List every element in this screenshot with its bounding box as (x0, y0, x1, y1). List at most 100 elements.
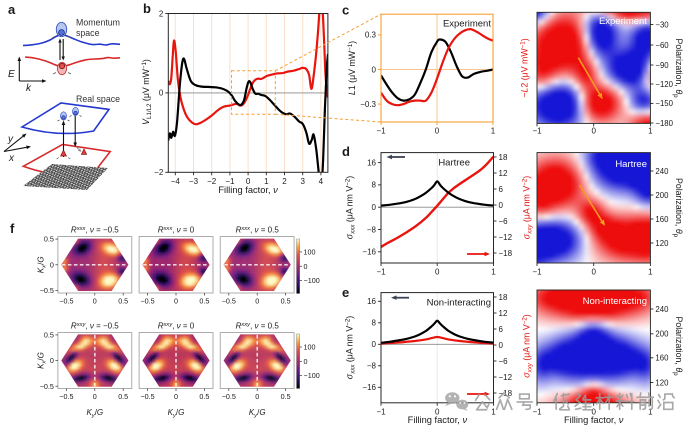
svg-text:−1: −1 (225, 177, 235, 186)
svg-text:0: 0 (93, 297, 97, 306)
svg-text:0.5: 0.5 (199, 297, 209, 306)
svg-text:−0.5: −0.5 (40, 382, 54, 391)
svg-text:100: 100 (304, 248, 316, 257)
svg-text:−100: −100 (304, 371, 320, 380)
svg-text:−16: −16 (362, 248, 376, 257)
svg-text:E: E (8, 69, 15, 80)
svg-text:L1 (μV mW−1): L1 (μV mW−1) (347, 41, 357, 95)
svg-text:Rxxx, ν = 0: Rxxx, ν = 0 (158, 226, 195, 235)
svg-text:0: 0 (50, 356, 54, 365)
svg-text:Rxxy, ν = 0: Rxxy, ν = 0 (158, 322, 195, 331)
svg-text:b: b (143, 1, 151, 16)
svg-text:Ky/G: Ky/G (86, 408, 103, 419)
svg-text:100: 100 (304, 343, 316, 352)
svg-text:0.5: 0.5 (281, 297, 291, 306)
svg-text:−150: −150 (655, 99, 673, 108)
svg-text:0: 0 (372, 65, 377, 74)
svg-text:−0.5: −0.5 (40, 286, 54, 295)
svg-text:σxxx (μA nm V−2): σxxx (μA nm V−2) (345, 176, 357, 239)
svg-text:f: f (10, 221, 15, 236)
svg-text:−18: −18 (499, 389, 513, 398)
svg-text:Hartree: Hartree (615, 159, 647, 170)
svg-text:−120: −120 (655, 80, 673, 89)
svg-text:Experiment: Experiment (443, 19, 491, 30)
svg-text:0.3: 0.3 (365, 31, 377, 40)
svg-text:σxxy (μA nm V−2): σxxy (μA nm V−2) (522, 176, 534, 239)
svg-text:−100: −100 (304, 276, 320, 285)
svg-text:Filling factor, ν: Filling factor, ν (408, 415, 468, 425)
svg-text:12: 12 (499, 169, 508, 178)
svg-text:e: e (342, 285, 349, 300)
svg-text:a: a (8, 2, 16, 17)
svg-text:0: 0 (435, 127, 440, 136)
svg-text:Momentum: Momentum (76, 18, 120, 28)
svg-text:σxxy (μA nm V−2): σxxy (μA nm V−2) (522, 314, 534, 377)
svg-text:−0.5: −0.5 (222, 297, 236, 306)
svg-text:18: 18 (499, 153, 508, 162)
svg-text:0: 0 (159, 89, 164, 98)
svg-text:−180: −180 (655, 119, 673, 128)
svg-text:Polarization, θp: Polarization, θp (672, 316, 684, 376)
svg-text:−8: −8 (367, 225, 377, 234)
svg-text:−0.5: −0.5 (140, 297, 154, 306)
svg-text:−1: −1 (532, 126, 542, 135)
svg-text:0: 0 (174, 392, 178, 401)
svg-text:Experiment: Experiment (599, 16, 647, 27)
svg-text:0: 0 (50, 260, 54, 269)
svg-text:0: 0 (255, 392, 259, 401)
svg-text:−1: −1 (532, 268, 542, 277)
svg-text:Polarization, θp: Polarization, θp (672, 178, 684, 238)
svg-text:0: 0 (591, 407, 596, 416)
svg-text:−6: −6 (499, 357, 509, 366)
svg-text:−12: −12 (499, 233, 513, 242)
svg-text:0: 0 (372, 340, 377, 349)
svg-text:−L2 (μV mW−1): −L2 (μV mW−1) (520, 38, 530, 97)
svg-text:−8: −8 (367, 362, 377, 371)
svg-text:−0.3: −0.3 (360, 100, 376, 109)
svg-text:Polarization, θp: Polarization, θp (672, 38, 684, 98)
svg-text:−1: −1 (532, 407, 542, 416)
svg-text:Real space: Real space (76, 94, 120, 104)
svg-text:Non-interacting: Non-interacting (427, 298, 491, 309)
svg-text:−6: −6 (499, 217, 509, 226)
svg-text:Rxxy, ν = −0.5: Rxxy, ν = −0.5 (71, 322, 119, 331)
svg-text:y: y (7, 134, 14, 145)
svg-text:240: 240 (655, 167, 669, 176)
svg-text:0.5: 0.5 (118, 297, 128, 306)
svg-text:−12: −12 (499, 373, 513, 382)
svg-text:16: 16 (367, 297, 376, 306)
svg-text:0: 0 (174, 297, 178, 306)
svg-text:d: d (342, 144, 350, 159)
svg-text:0: 0 (304, 262, 308, 271)
svg-text:200: 200 (655, 191, 669, 200)
svg-text:0: 0 (93, 392, 97, 401)
svg-text:−1: −1 (376, 127, 386, 136)
svg-text:12: 12 (499, 309, 508, 318)
svg-text:16: 16 (367, 158, 376, 167)
svg-text:0: 0 (435, 407, 440, 416)
svg-text:Ky/G: Ky/G (168, 408, 185, 419)
svg-text:0: 0 (304, 357, 308, 366)
svg-text:−0.5: −0.5 (59, 297, 73, 306)
svg-text:Filling factor, ν: Filling factor, ν (218, 185, 278, 195)
svg-text:0: 0 (591, 126, 596, 135)
svg-text:Filling factor, ν: Filling factor, ν (564, 415, 624, 425)
svg-text:Rxxx, ν = −0.5: Rxxx, ν = −0.5 (71, 226, 119, 235)
svg-text:1: 1 (648, 407, 653, 416)
svg-text:0: 0 (372, 203, 377, 212)
svg-text:−0.5: −0.5 (59, 392, 73, 401)
svg-text:−3: −3 (189, 177, 199, 186)
svg-text:k: k (26, 83, 32, 94)
svg-text:−30: −30 (655, 20, 669, 29)
svg-text:0.5: 0.5 (118, 392, 128, 401)
svg-text:0: 0 (255, 297, 259, 306)
svg-text:2: 2 (282, 177, 287, 186)
svg-text:−2: −2 (154, 168, 164, 177)
svg-text:1: 1 (648, 126, 653, 135)
svg-text:0.5: 0.5 (44, 235, 54, 244)
svg-text:1: 1 (491, 407, 496, 416)
svg-text:−1: −1 (376, 407, 386, 416)
svg-text:0: 0 (499, 341, 504, 350)
svg-text:−0.5: −0.5 (222, 392, 236, 401)
svg-text:0: 0 (499, 201, 504, 210)
